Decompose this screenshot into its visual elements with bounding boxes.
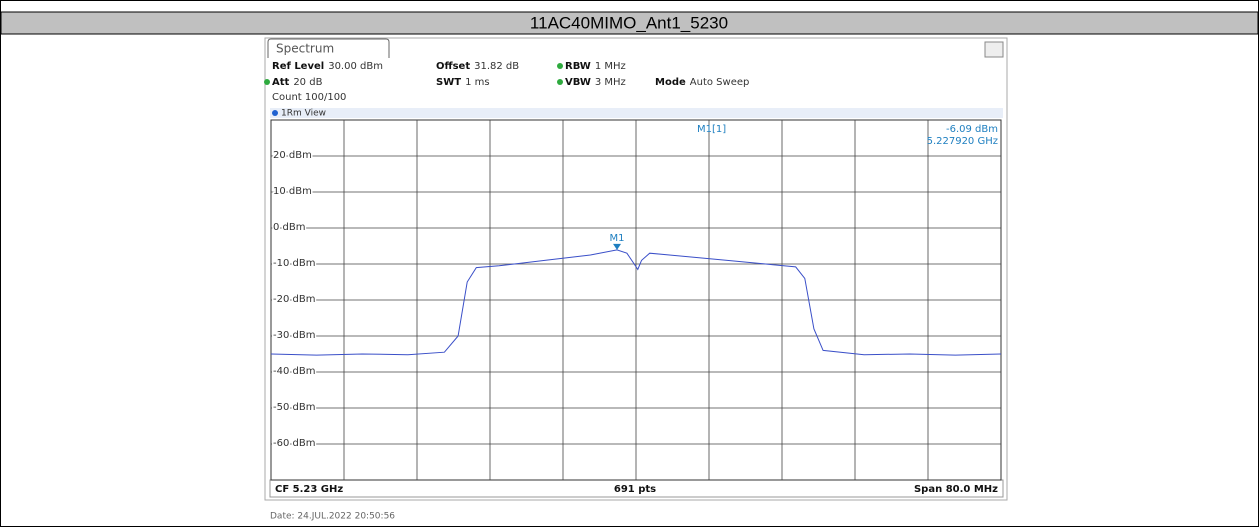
setting-name: SWT (436, 77, 461, 88)
footer-left: CF 5.23 GHz (275, 484, 343, 495)
marker-freq: 5.227920 GHz (927, 136, 998, 147)
footer-center: 691 pts (614, 484, 656, 495)
y-tick-label: -40 dBm (273, 366, 315, 377)
setting-value: 31.82 dB (474, 61, 519, 72)
y-tick-label: -10 dBm (273, 258, 315, 269)
y-tick-label: 20 dBm (273, 150, 312, 161)
marker-value: -6.09 dBm (946, 124, 998, 135)
setting-value: 3 MHz (595, 77, 626, 88)
setting-value: 30.00 dBm (328, 61, 383, 72)
status-dot (264, 79, 270, 85)
trace (270, 249, 1002, 356)
view-dot (272, 110, 278, 116)
y-tick-label: -60 dBm (273, 438, 315, 449)
status-dot (557, 79, 563, 85)
y-tick-label: -50 dBm (273, 402, 315, 413)
setting-value: 1 ms (465, 77, 490, 88)
count: Count 100/100 (272, 92, 346, 103)
status-dot (557, 63, 563, 69)
marker-readout: M1[1] (697, 124, 726, 135)
date: Date: 24.JUL.2022 20:50:56 (270, 512, 395, 522)
setting-value: Auto Sweep (690, 77, 750, 88)
y-tick-label: -30 dBm (273, 330, 315, 341)
setting-name: Att (272, 77, 290, 88)
footer-right: Span 80.0 MHz (914, 484, 998, 495)
setting-value: 1 MHz (595, 61, 626, 72)
marker (613, 243, 622, 250)
setting-name: VBW (565, 77, 591, 88)
view: 1Rm View (281, 109, 326, 119)
title: 11AC40MIMO_Ant1_5230 (530, 13, 728, 32)
y-tick-label: 0 dBm (273, 222, 306, 233)
view-bar (270, 108, 1003, 118)
title-row (0, 11, 1259, 35)
y-tick-label: 10 dBm (273, 186, 312, 197)
y-tick-label: -20 dBm (273, 294, 315, 305)
setting-value: 20 dB (293, 77, 322, 88)
tab (267, 38, 390, 58)
icon (984, 41, 1004, 58)
setting-name: Offset (436, 61, 470, 72)
setting-name: Mode (655, 77, 686, 88)
tab-label: Spectrum (276, 42, 334, 56)
setting-name: RBW (565, 61, 591, 72)
setting-name: Ref Level (272, 61, 324, 72)
marker-label: M1 (610, 233, 625, 244)
